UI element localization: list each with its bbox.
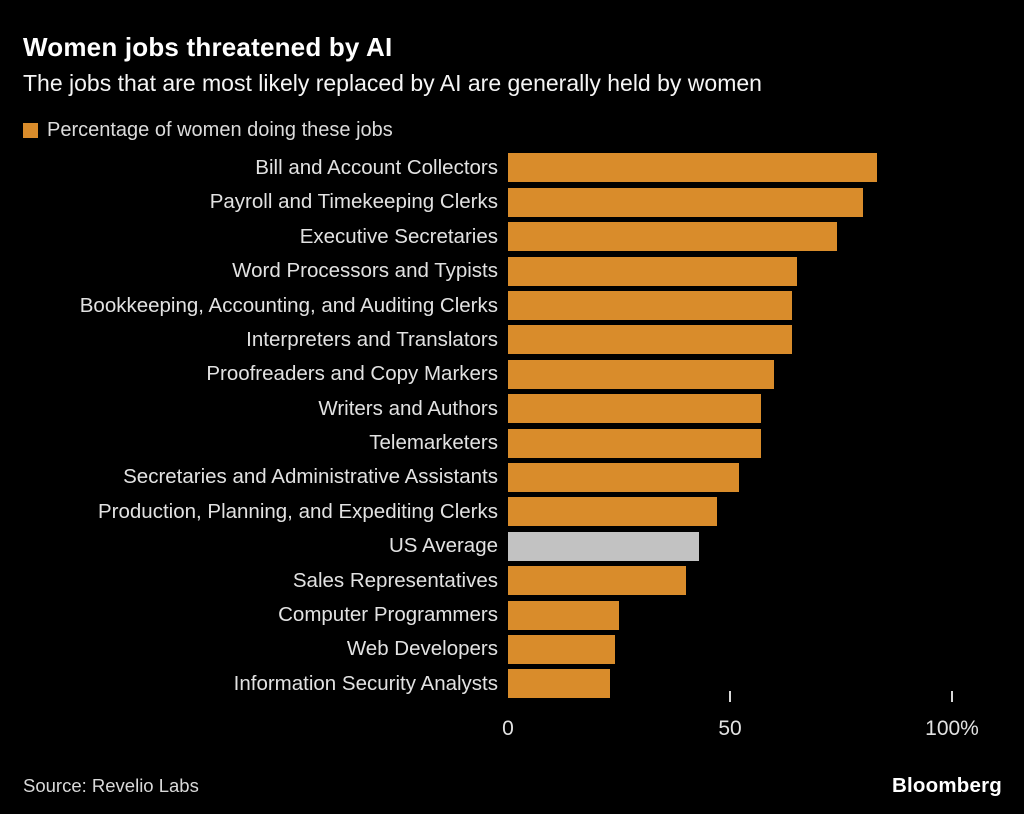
bar [508, 222, 837, 252]
bar [508, 531, 699, 561]
chart-row: Telemarketers [23, 426, 1024, 460]
chart-subtitle: The jobs that are most likely replaced b… [23, 70, 762, 97]
bar-track [508, 462, 978, 492]
chart-row: US Average [23, 529, 1024, 563]
legend-swatch-icon [23, 123, 38, 139]
axis-tick-mark [729, 691, 731, 703]
category-label: Word Processors and Typists [232, 259, 498, 283]
chart-row: Word Processors and Typists [23, 254, 1024, 288]
bar-track [508, 394, 978, 424]
category-label: Writers and Authors [318, 396, 498, 420]
category-label: Production, Planning, and Expediting Cle… [98, 499, 498, 523]
chart-row: Payroll and Timekeeping Clerks [23, 185, 1024, 219]
category-label: Executive Secretaries [299, 224, 498, 248]
axis-tick-label: 0 [502, 717, 514, 741]
bar [508, 669, 611, 699]
bar [508, 428, 762, 458]
bar [508, 497, 717, 527]
category-label: Bill and Account Collectors [255, 155, 498, 179]
category-label: Proofreaders and Copy Markers [206, 362, 498, 386]
axis-tick-mark [951, 691, 953, 703]
chart-row: Writers and Authors [23, 392, 1024, 426]
chart-row: Secretaries and Administrative Assistant… [23, 460, 1024, 494]
chart-row: Bill and Account Collectors [23, 151, 1024, 185]
bar [508, 325, 793, 355]
chart-row: Proofreaders and Copy Markers [23, 357, 1024, 391]
chart-row: Bookkeeping, Accounting, and Auditing Cl… [23, 288, 1024, 322]
chart-row: Web Developers [23, 632, 1024, 666]
bar [508, 600, 619, 630]
bar [508, 187, 864, 217]
bar [508, 256, 797, 286]
axis-tick-label: 100% [925, 717, 979, 741]
bar [508, 634, 615, 664]
category-label: Payroll and Timekeeping Clerks [209, 190, 498, 214]
category-label: Sales Representatives [292, 568, 498, 592]
bar [508, 394, 762, 424]
bar-track [508, 187, 978, 217]
legend: Percentage of women doing these jobs [23, 119, 1024, 142]
bar [508, 566, 686, 596]
chart-row: Information Security Analysts [23, 667, 1024, 701]
x-axis: 0 50 100% [502, 689, 979, 747]
bar-track [508, 634, 978, 664]
bar-chart: Bill and Account Collectors Payroll and T… [23, 151, 1024, 701]
bar-track [508, 256, 978, 286]
axis-tick-label: 50 [718, 717, 742, 741]
chart-row: Computer Programmers [23, 598, 1024, 632]
bar-track [508, 497, 978, 527]
category-label: Web Developers [346, 637, 498, 661]
bar-track [508, 428, 978, 458]
bar-track [508, 669, 978, 699]
category-label: Telemarketers [369, 431, 498, 455]
bar-track [508, 325, 978, 355]
source-text: Source: Revelio Labs [23, 775, 199, 796]
category-label: Interpreters and Translators [246, 327, 498, 351]
bar-track [508, 600, 978, 630]
bar-track [508, 153, 978, 183]
category-label: Computer Programmers [278, 603, 498, 627]
category-label: Bookkeeping, Accounting, and Auditing Cl… [79, 293, 498, 317]
chart-row: Sales Representatives [23, 563, 1024, 597]
category-label: Secretaries and Administrative Assistant… [123, 465, 498, 489]
chart-row: Production, Planning, and Expediting Cle… [23, 495, 1024, 529]
bar-track [508, 566, 978, 596]
chart-header: Women jobs threatened by AI The jobs tha… [0, 0, 1024, 98]
bar [508, 153, 877, 183]
bar [508, 359, 775, 389]
bloomberg-logo: Bloomberg [892, 774, 1002, 797]
bar [508, 462, 739, 492]
category-label: US Average [388, 534, 498, 558]
bar-track [508, 291, 978, 321]
bar [508, 291, 793, 321]
category-label: Information Security Analysts [233, 671, 498, 695]
chart-title: Women jobs threatened by AI [23, 32, 393, 62]
chart-row: Interpreters and Translators [23, 323, 1024, 357]
bar-track [508, 531, 978, 561]
bar-track [508, 222, 978, 252]
bar-track [508, 359, 978, 389]
chart-row: Executive Secretaries [23, 220, 1024, 254]
legend-label: Percentage of women doing these jobs [47, 119, 393, 142]
